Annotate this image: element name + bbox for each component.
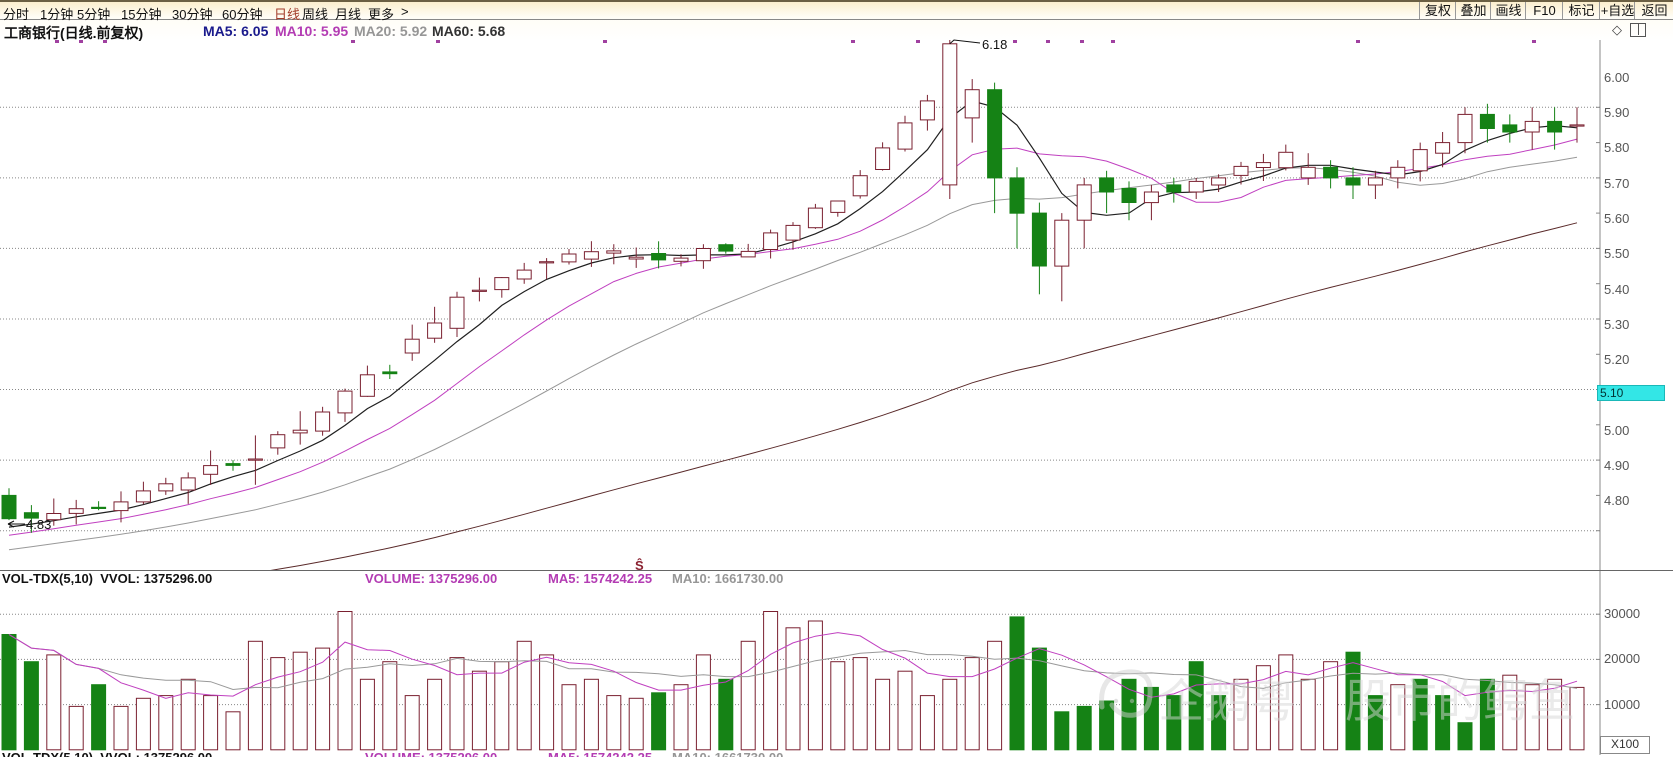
svg-text:企鹅粤: 企鹅粤 xyxy=(1158,675,1296,727)
svg-text:股市的鳄鱼: 股市的鳄鱼 xyxy=(1345,675,1575,727)
